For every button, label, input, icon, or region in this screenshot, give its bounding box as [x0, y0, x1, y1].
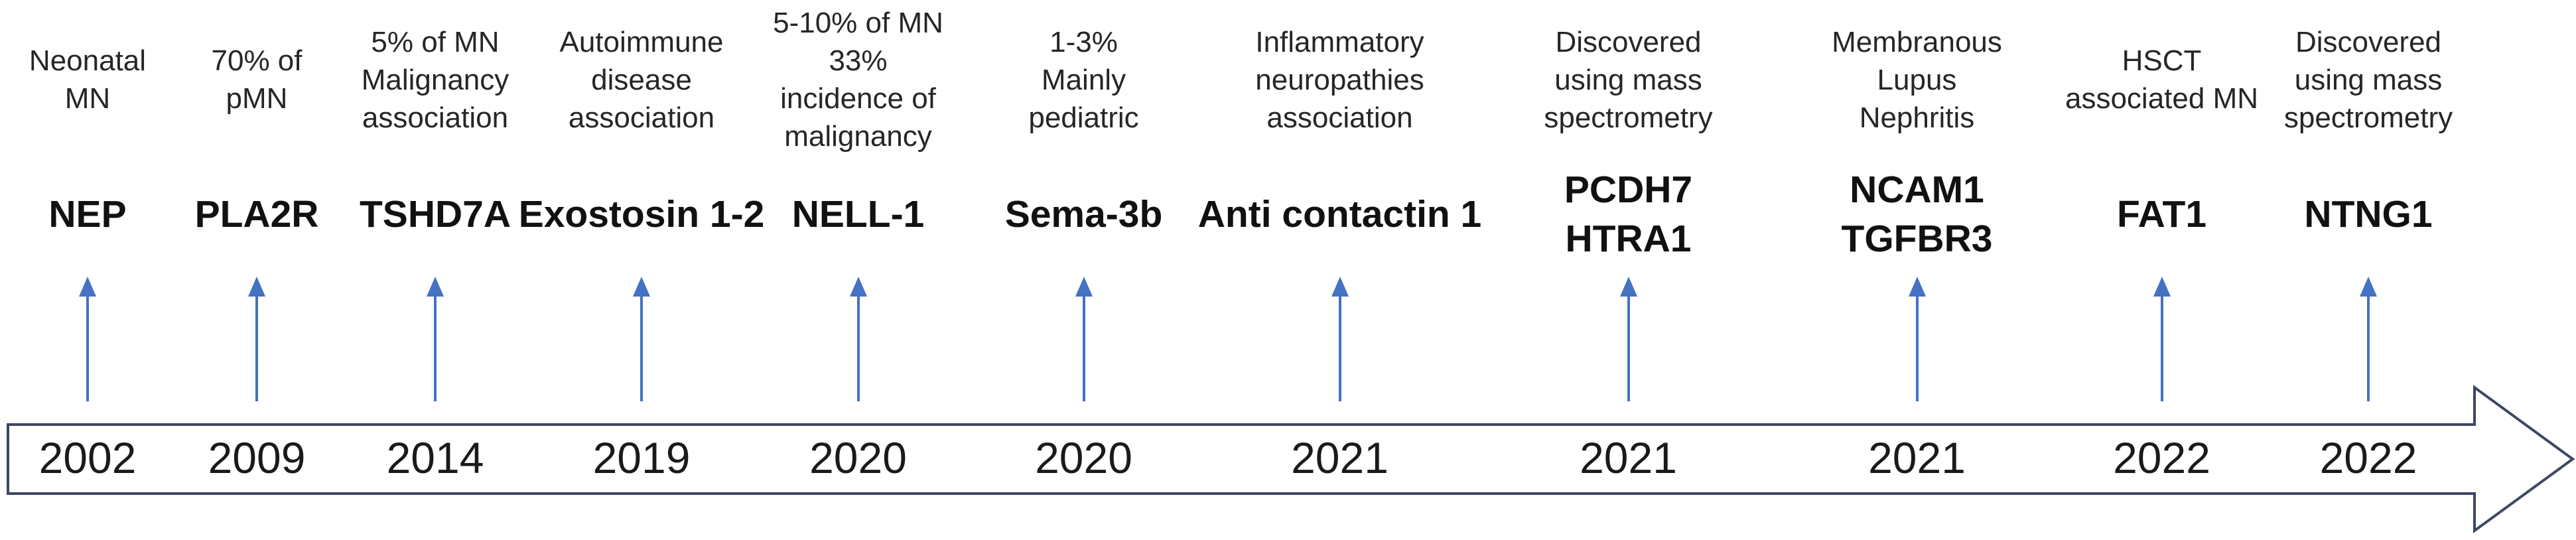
- event-description: 70% of pMN: [211, 44, 303, 115]
- event-year: 2021: [1291, 433, 1389, 482]
- event-antigen-label: Sema-3b: [1004, 192, 1163, 236]
- event-antigen-label: NTNG1: [2304, 192, 2433, 236]
- event-description: 1-3% Mainly pediatric: [1028, 25, 1139, 134]
- event-description: Inflammatory neuropathies association: [1255, 25, 1424, 134]
- timeline-event: 5% of MN Malignancy association TSHD7A 2…: [338, 0, 532, 540]
- event-year: 2022: [2319, 433, 2417, 482]
- right-block-arrow: [7, 385, 2575, 533]
- event-year: 2021: [1580, 433, 1677, 482]
- event-year: 2021: [1868, 433, 1966, 482]
- event-description: HSCT associated MN: [2065, 44, 2258, 115]
- event-year: 2009: [208, 433, 306, 482]
- event-description: Autoimmune disease association: [559, 25, 724, 134]
- event-description: Neonatal MN: [29, 44, 147, 115]
- event-description: Discovered using mass spectrometry: [2283, 25, 2453, 134]
- timeline-event: HSCT associated MN FAT1 2022: [2055, 0, 2269, 540]
- event-antigen-label: Anti contactin 1: [1197, 192, 1482, 236]
- event-year: 2020: [1035, 433, 1132, 482]
- up-arrow-icon: [1779, 269, 2055, 409]
- up-arrow-icon: [1202, 269, 1477, 409]
- timeline-event: Neonatal MN NEP 2002: [0, 0, 175, 540]
- event-antigen-label: NCAM1 TGFBR3: [1841, 168, 1993, 260]
- event-antigen-label: TSHD7A: [359, 192, 511, 236]
- event-antigen-label: NEP: [48, 192, 127, 236]
- up-arrow-icon: [1477, 269, 1779, 409]
- event-antigen-label: PCDH7 HTRA1: [1564, 168, 1693, 260]
- event-description: 5% of MN Malignancy association: [361, 25, 509, 134]
- timeline-events: Neonatal MN NEP 2002 70% of pMN PLA2R 20…: [0, 0, 2468, 540]
- event-description: Membranous Lupus Nephritis: [1832, 25, 2002, 134]
- up-arrow-icon: [2269, 269, 2468, 409]
- up-arrow-icon: [532, 269, 751, 409]
- up-arrow-icon: [965, 269, 1202, 409]
- event-year: 2002: [38, 433, 137, 482]
- timeline-event: Inflammatory neuropathies association An…: [1197, 0, 1482, 540]
- timeline-event: Autoimmune disease association Exostosin…: [518, 0, 765, 540]
- event-year: 2014: [386, 433, 484, 482]
- up-arrow-icon: [2055, 269, 2269, 409]
- up-arrow-icon: [0, 269, 175, 409]
- event-antigen-label: Exostosin 1-2: [518, 192, 765, 236]
- event-description: 5-10% of MN 33% incidence of malignancy: [773, 7, 943, 153]
- timeline-event: 5-10% of MN 33% incidence of malignancy …: [751, 0, 965, 540]
- up-arrow-icon: [175, 269, 338, 409]
- up-arrow-icon: [338, 269, 532, 409]
- timeline-event: 70% of pMN PLA2R 2009: [175, 0, 338, 540]
- event-description: Discovered using mass spectrometry: [1544, 25, 1713, 134]
- event-year: 2019: [592, 433, 691, 482]
- event-year: 2022: [2113, 433, 2210, 482]
- event-antigen-label: NELL-1: [791, 192, 925, 236]
- timeline-event: Membranous Lupus Nephritis NCAM1 TGFBR3 …: [1779, 0, 2055, 540]
- event-antigen-label: PLA2R: [194, 192, 319, 236]
- event-antigen-label: FAT1: [2116, 192, 2207, 236]
- timeline-event: Discovered using mass spectrometry PCDH7…: [1477, 0, 1779, 540]
- up-arrow-icon: [751, 269, 965, 409]
- timeline-event: Discovered using mass spectrometry NTNG1…: [2269, 0, 2468, 540]
- event-year: 2020: [809, 433, 907, 482]
- timeline-event: 1-3% Mainly pediatric Sema-3b 2020: [965, 0, 1202, 540]
